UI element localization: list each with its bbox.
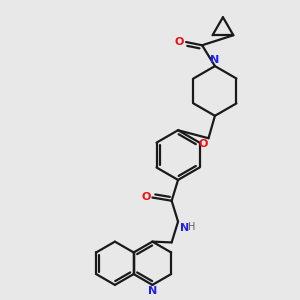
Text: H: H: [188, 222, 196, 233]
Text: O: O: [174, 37, 184, 47]
Text: O: O: [141, 192, 151, 202]
Text: N: N: [148, 286, 157, 296]
Text: N: N: [180, 223, 189, 233]
Text: O: O: [198, 139, 208, 149]
Text: N: N: [210, 55, 220, 65]
